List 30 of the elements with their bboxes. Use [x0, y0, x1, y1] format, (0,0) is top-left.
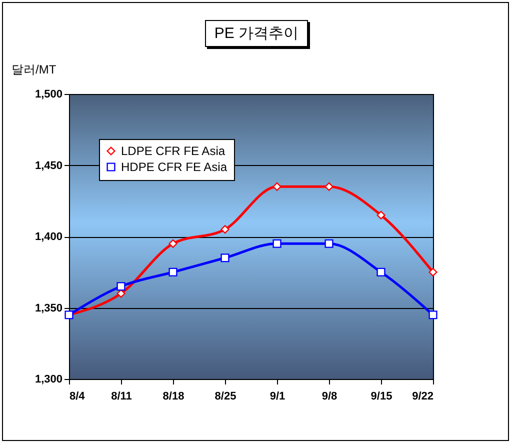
x-tick-label: 8/11: [111, 390, 132, 402]
y-axis-title: 달러/MT: [12, 62, 57, 76]
y-tick-label: 1,450: [34, 160, 62, 172]
point: [428, 268, 438, 276]
y-tick-label: 1,300: [34, 374, 62, 386]
x-tick-label: 8/4: [70, 390, 86, 402]
y-tick-label: 1,400: [34, 231, 62, 243]
point: [220, 254, 230, 262]
point: [376, 210, 386, 220]
point: [272, 182, 282, 191]
x-tick-label: 8/25: [214, 390, 236, 402]
point: [116, 282, 126, 291]
point: [220, 225, 230, 234]
y-tick-label: 1,350: [34, 302, 62, 314]
x-tick-label: 8/18: [162, 390, 184, 402]
legend-label: HDPE CFR FE Asia: [121, 160, 228, 174]
point: [324, 239, 334, 248]
point: [428, 310, 438, 320]
point: [324, 182, 334, 191]
x-tick-label: 9/1: [270, 390, 286, 402]
legend-label: LDPE CFR FE Asia: [121, 144, 226, 158]
y-tick-label: 1,500: [34, 88, 62, 100]
x-tick-label: 9/22: [412, 390, 434, 402]
point: [168, 239, 178, 248]
x-tick-label: 9/8: [322, 390, 338, 402]
point: [376, 268, 386, 276]
point: [168, 268, 178, 276]
point: [272, 239, 282, 248]
x-tick-label: 9/15: [370, 390, 392, 402]
chart-title: PE 가격추이: [205, 20, 308, 47]
